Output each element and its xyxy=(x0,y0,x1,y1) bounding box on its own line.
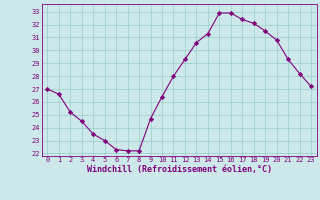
X-axis label: Windchill (Refroidissement éolien,°C): Windchill (Refroidissement éolien,°C) xyxy=(87,165,272,174)
